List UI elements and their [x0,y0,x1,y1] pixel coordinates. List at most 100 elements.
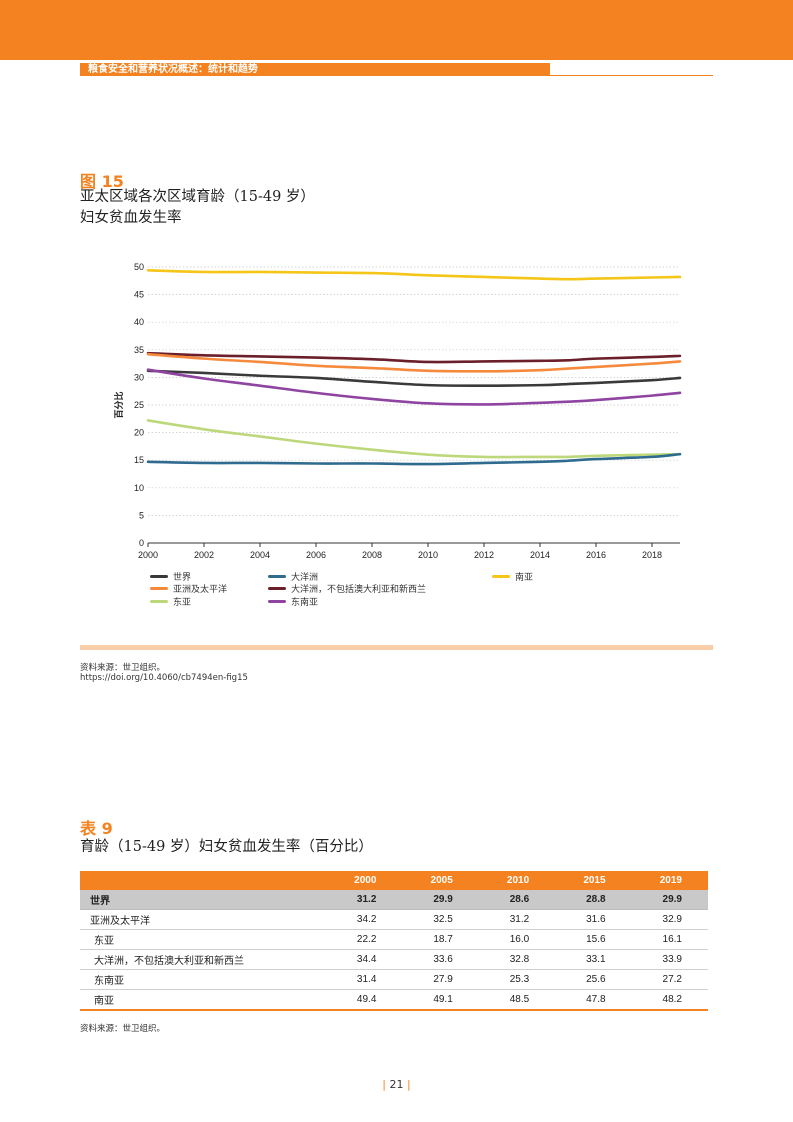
figure-doi-link[interactable]: https://doi.org/10.4060/cb7494en-fig15 [80,673,248,683]
legend-swatch-world [150,575,168,578]
table-cell: 29.9 [631,890,708,910]
table-cell: 18.7 [402,929,479,950]
series-line-1 [146,352,682,373]
x-tick-label: 2000 [138,550,158,560]
x-tick-label: 2012 [474,550,494,560]
table-cell: 16.0 [478,929,556,950]
legend-label-south-asia: 南亚 [515,573,534,583]
legend-label-southeast-asia: 东南亚 [291,598,319,608]
chart-legend: 世界 亚洲及太平洋 东亚 大洋洲 大洋洲，不包括澳大利亚和新西兰 东南亚 南亚 [150,570,710,622]
table-row: 亚洲及太平洋 34.2 32.5 31.2 31.6 32.9 [80,909,708,930]
figure-label: 图 15 [80,172,124,191]
y-tick-label: 35 [134,345,144,355]
table-title: 育龄（15-49 岁）妇女贫血发生率（百分比） [80,839,373,855]
x-tick-label: 2006 [306,550,326,560]
x-tick-label: 2014 [530,550,550,560]
table-cell: 22.2 [326,929,403,950]
table-header-cell: 2010 [478,871,556,890]
legend-item-world: 世界 [150,570,191,583]
table-cell: 32.9 [631,909,708,930]
series-line-4 [146,351,682,364]
legend-swatch-asia-pacific [150,587,168,590]
header-rule [550,75,713,76]
top-color-band [0,0,793,60]
x-tick-label: 2002 [194,550,214,560]
table-row: 世界 31.2 29.9 28.6 28.8 29.9 [80,890,708,910]
running-header-title: 粮食安全和营养状况概述：统计和趋势 [88,64,258,75]
series-line-2 [146,419,682,459]
series-line-5 [146,368,682,406]
table-header-cell: 2005 [402,871,479,890]
x-tick-label: 2008 [362,550,382,560]
x-tick-label: 2016 [586,550,606,560]
row-label: 东南亚 [80,969,326,990]
row-label: 南亚 [80,989,326,1011]
row-label: 世界 [80,890,326,910]
figure-title: 亚太区域各次区域育龄（15-49 岁） 妇女贫血发生率 [80,187,480,229]
table-cell: 15.6 [555,929,632,950]
y-tick-label: 20 [134,428,144,438]
table-cell: 33.9 [631,949,708,970]
table-cell: 47.8 [555,989,632,1011]
row-label: 东亚 [80,929,326,950]
legend-swatch-south-asia [492,575,510,578]
legend-item-east-asia: 东亚 [150,595,191,608]
legend-item-south-asia: 南亚 [492,570,533,583]
table-header-row: 2000 2005 2010 2015 2019 [80,871,708,890]
table-cell: 33.1 [555,949,632,970]
y-tick-label: 25 [134,400,144,410]
table-row: 大洋洲，不包括澳大利亚和新西兰 34.4 33.6 32.8 33.1 33.9 [80,949,708,970]
y-tick-label: 30 [134,372,144,382]
table-header-cell: 2015 [555,871,632,890]
table-cell: 25.6 [555,969,632,990]
series-line-3 [146,452,682,466]
x-tick-label: 2010 [418,550,438,560]
table-cell: 25.3 [478,969,556,990]
running-header: 粮食安全和营养状况概述：统计和趋势 [80,63,550,76]
page-number-bar-right: | [403,1078,411,1091]
row-label: 亚洲及太平洋 [80,909,326,930]
table-cell: 49.4 [326,989,403,1011]
table-cell: 28.8 [555,890,632,910]
legend-label-asia-pacific: 亚洲及太平洋 [173,585,228,595]
table-cell: 34.2 [326,909,403,930]
y-tick-label: 0 [139,538,144,548]
x-tick-label: 2004 [250,550,270,560]
y-tick-label: 15 [134,455,144,465]
table-cell: 28.6 [478,890,556,910]
anemia-line-chart: 0 5 10 15 20 25 30 35 40 45 50 2000 2002 2004 2006 2008… [113,262,682,560]
legend-label-east-asia: 东亚 [173,598,192,608]
series-line-0 [146,369,682,387]
table-cell: 31.2 [478,909,556,930]
table-cell: 48.5 [478,989,556,1011]
table-header-cell: 2019 [631,871,708,890]
legend-swatch-southeast-asia [268,600,286,603]
table-header-blank [80,871,326,890]
table-row: 东南亚 31.4 27.9 25.3 25.6 27.2 [80,969,708,990]
x-tick-label: 2018 [642,550,662,560]
table-cell: 32.5 [402,909,479,930]
legend-label-world: 世界 [173,573,192,583]
legend-item-asia-pacific: 亚洲及太平洋 [150,582,227,595]
y-axis-label: 百分比 [113,391,125,418]
table-header-cell: 2000 [326,871,403,890]
table-cell: 31.4 [326,969,403,990]
table-source: 资料来源：世卫组织。 [80,1024,166,1034]
series-line-6 [146,269,682,281]
legend-item-oceania-excl: 大洋洲，不包括澳大利亚和新西兰 [268,582,426,595]
table-cell: 29.9 [402,890,479,910]
page-number: | 21 | [0,1078,793,1091]
table-cell: 27.2 [631,969,708,990]
y-tick-label: 5 [139,510,144,520]
y-tick-label: 45 [134,290,144,300]
table-cell: 48.2 [631,989,708,1011]
legend-swatch-east-asia [150,600,168,603]
table-cell: 34.4 [326,949,403,970]
legend-label-oceania: 大洋洲 [291,573,319,583]
y-tick-label: 10 [134,483,144,493]
figure-source: 资料来源：世卫组织。 [80,663,166,673]
figure-title-line-2: 妇女贫血发生率 [80,210,182,226]
y-tick-label: 50 [134,262,144,272]
table-cell: 33.6 [402,949,479,970]
legend-swatch-oceania [268,575,286,578]
